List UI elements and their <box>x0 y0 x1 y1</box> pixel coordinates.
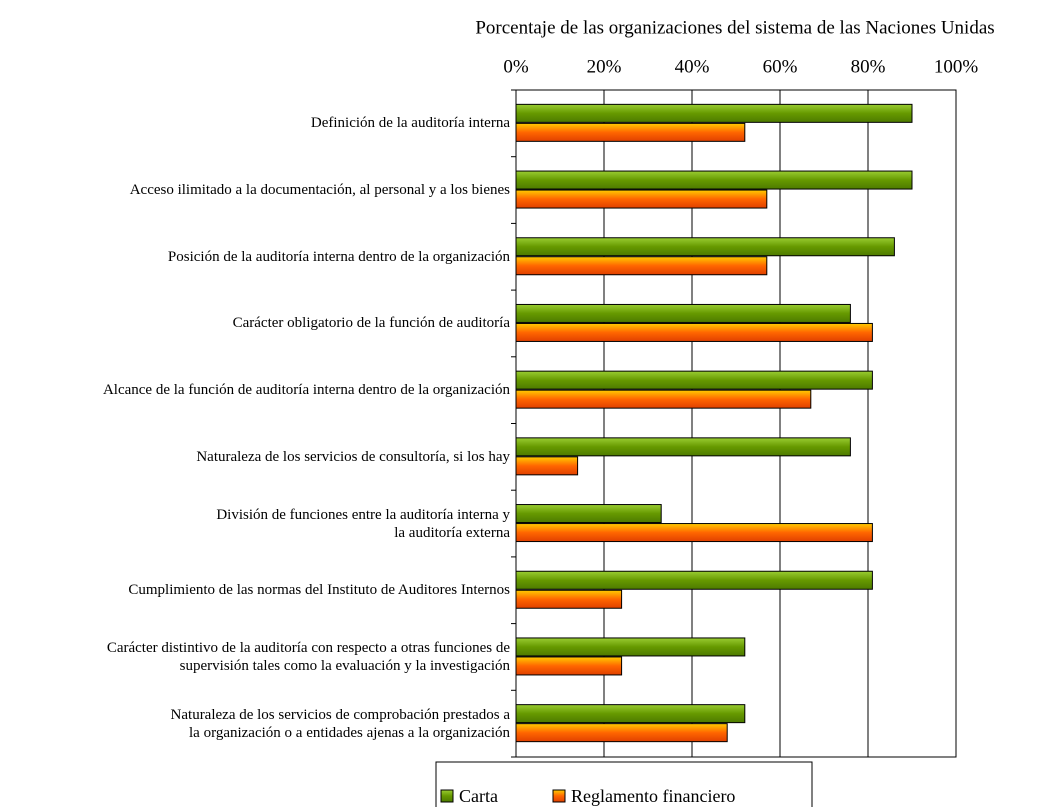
bar <box>515 589 623 609</box>
x-tick-label: 40% <box>675 56 710 77</box>
bar <box>515 523 873 543</box>
bar <box>515 637 746 657</box>
bar <box>515 170 913 190</box>
bar <box>515 570 873 590</box>
legend-swatch <box>440 789 454 803</box>
x-tick-label: 60% <box>763 56 798 77</box>
bar <box>515 437 851 457</box>
y-tick-label: Carácter obligatorio de la función de au… <box>232 315 510 332</box>
bar <box>515 656 623 676</box>
bar <box>515 256 768 276</box>
y-tick-label: Definición de la auditoría interna <box>310 115 510 132</box>
y-tick-label: Posición de la auditoría interna dentro … <box>167 248 510 265</box>
bar <box>515 456 579 476</box>
x-tick-label: 100% <box>934 56 979 77</box>
bar <box>515 723 728 743</box>
bar <box>515 237 895 257</box>
legend-box <box>435 761 813 807</box>
bar <box>515 704 746 724</box>
legend-swatch <box>552 789 566 803</box>
bar <box>515 122 746 142</box>
y-tick-label: Naturaleza de los servicios de consultor… <box>196 448 510 465</box>
y-tick-label: Acceso ilimitado a la documentación, al … <box>129 182 510 199</box>
legend-label: Carta <box>459 786 498 806</box>
y-tick-label: Carácter distintivo de la auditoría con … <box>106 639 510 674</box>
bar <box>515 389 812 409</box>
y-tick-label: Naturaleza de los servicios de comprobac… <box>170 706 510 741</box>
bar <box>515 322 873 342</box>
x-tick-label: 0% <box>503 56 529 77</box>
axis-title: Porcentaje de las organizaciones del sis… <box>475 17 994 38</box>
bar <box>515 103 913 123</box>
y-tick-label: Alcance de la función de auditoría inter… <box>102 382 510 399</box>
bar <box>515 189 768 209</box>
y-tick-label: Cumplimiento de las normas del Instituto… <box>128 582 510 599</box>
y-tick-label: División de funciones entre la auditoría… <box>216 506 510 541</box>
x-tick-label: 20% <box>587 56 622 77</box>
bar <box>515 303 851 323</box>
bar <box>515 504 662 524</box>
bar <box>515 370 873 390</box>
x-tick-label: 80% <box>851 56 886 77</box>
legend-label: Reglamento financiero <box>571 786 735 806</box>
